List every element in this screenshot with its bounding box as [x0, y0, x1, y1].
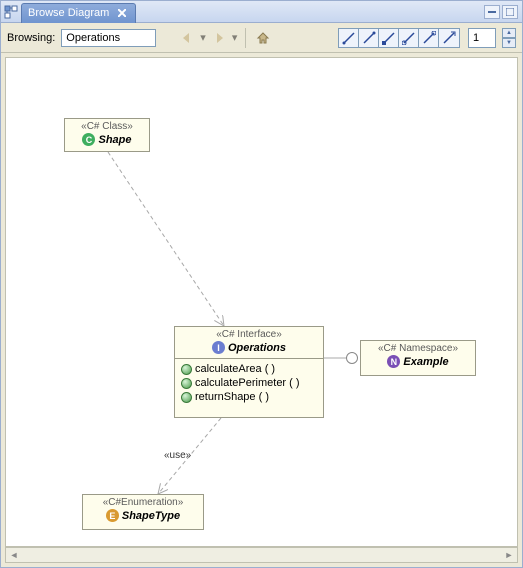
- stereotype-label: «C# Class»: [71, 121, 143, 132]
- scroll-left-icon[interactable]: ◄: [6, 548, 22, 562]
- node-header: «C#Enumeration»EShapeType: [83, 495, 203, 526]
- operation-icon: [181, 378, 192, 389]
- node-name-text: Shape: [98, 134, 131, 146]
- edge-label: «use»: [164, 450, 191, 461]
- toolbar: Browsing: Operations ▾ ▾: [1, 23, 522, 53]
- operation-row[interactable]: returnShape ( ): [181, 390, 317, 404]
- level-value: 1: [473, 32, 479, 44]
- scroll-right-icon[interactable]: ►: [501, 548, 517, 562]
- operation-icon: [181, 392, 192, 403]
- traversal-tools: [338, 28, 460, 48]
- diagram-canvas[interactable]: «C# Class»CShape «C# Interface»IOperation…: [6, 58, 517, 546]
- home-button[interactable]: [254, 29, 272, 47]
- browse-diagram-window: Browse Diagram Browsing: Operations ▾: [0, 0, 523, 568]
- tool-1[interactable]: [339, 29, 359, 47]
- tool-5[interactable]: [419, 29, 439, 47]
- edge-shape-operations: [108, 152, 224, 326]
- operations-compartment: calculateArea ( ) calculatePerimeter ( ) r…: [175, 358, 323, 407]
- browsing-combo[interactable]: Operations: [61, 29, 156, 47]
- node-name-text: Example: [403, 356, 448, 368]
- type-badge-icon: N: [387, 355, 400, 368]
- tool-2[interactable]: [359, 29, 379, 47]
- back-dropdown-icon[interactable]: ▾: [200, 31, 206, 44]
- type-badge-icon: C: [82, 133, 95, 146]
- node-header: «C# Interface»IOperations: [175, 327, 323, 358]
- node-header: «C# Class»CShape: [65, 119, 149, 150]
- node-name-text: Operations: [228, 342, 286, 354]
- horizontal-scrollbar[interactable]: ◄ ►: [5, 547, 518, 563]
- tool-3[interactable]: [379, 29, 399, 47]
- tool-6[interactable]: [439, 29, 459, 47]
- stereotype-label: «C#Enumeration»: [89, 497, 197, 508]
- back-button[interactable]: [178, 29, 196, 47]
- scroll-track[interactable]: [22, 548, 501, 562]
- toolbar-divider: [245, 28, 246, 48]
- operation-row[interactable]: calculateArea ( ): [181, 362, 317, 376]
- maximize-button[interactable]: [502, 5, 518, 19]
- node-operations[interactable]: «C# Interface»IOperationscalculateArea (…: [174, 326, 324, 418]
- title-tab[interactable]: Browse Diagram: [21, 3, 136, 23]
- operation-text: calculatePerimeter ( ): [195, 377, 300, 389]
- level-input[interactable]: 1: [468, 28, 496, 48]
- node-header: «C# Namespace»NExample: [361, 341, 475, 372]
- minimize-button[interactable]: [484, 5, 500, 19]
- node-shape[interactable]: «C# Class»CShape: [64, 118, 150, 152]
- node-name-text: ShapeType: [122, 510, 180, 522]
- forward-dropdown-icon[interactable]: ▾: [232, 31, 238, 44]
- stereotype-label: «C# Namespace»: [367, 343, 469, 354]
- operation-icon: [181, 364, 192, 375]
- stereotype-label: «C# Interface»: [181, 329, 317, 340]
- node-name-row: CShape: [71, 133, 143, 146]
- operation-row[interactable]: calculatePerimeter ( ): [181, 376, 317, 390]
- interface-lollipop-icon: [346, 352, 358, 364]
- close-tab-icon[interactable]: [115, 6, 129, 20]
- type-badge-icon: I: [212, 341, 225, 354]
- node-shapetype[interactable]: «C#Enumeration»EShapeType: [82, 494, 204, 530]
- diagram-icon: [3, 4, 19, 20]
- node-example[interactable]: «C# Namespace»NExample: [360, 340, 476, 376]
- level-spinner: ▲ ▼: [502, 28, 516, 48]
- canvas-frame: «C# Class»CShape «C# Interface»IOperation…: [5, 57, 518, 547]
- operation-text: calculateArea ( ): [195, 363, 275, 375]
- level-down-button[interactable]: ▼: [502, 38, 516, 48]
- operation-text: returnShape ( ): [195, 391, 269, 403]
- node-name-row: NExample: [367, 355, 469, 368]
- browsing-value: Operations: [66, 32, 120, 44]
- node-name-row: IOperations: [181, 341, 317, 354]
- type-badge-icon: E: [106, 509, 119, 522]
- titlebar: Browse Diagram: [1, 1, 522, 23]
- browsing-label: Browsing:: [7, 32, 55, 44]
- node-name-row: EShapeType: [89, 509, 197, 522]
- title-text: Browse Diagram: [28, 7, 109, 19]
- level-up-button[interactable]: ▲: [502, 28, 516, 38]
- forward-button[interactable]: [210, 29, 228, 47]
- tool-4[interactable]: [399, 29, 419, 47]
